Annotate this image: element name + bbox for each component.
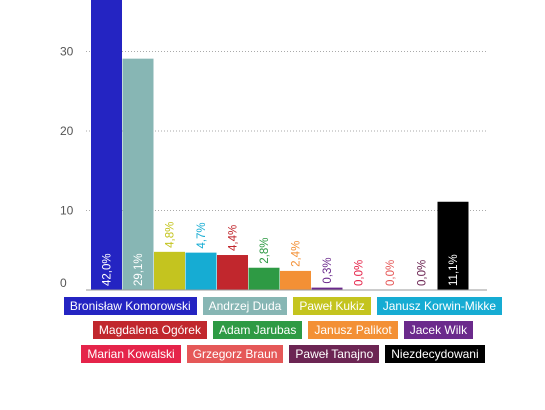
y-axis: 0 10 20 30 — [60, 45, 74, 291]
legend-item: Paweł Tanajno — [288, 344, 381, 364]
legend-item: Janusz Palikot — [307, 320, 399, 340]
y-tick-label: 0 — [60, 276, 67, 290]
y-tick-label: 10 — [60, 204, 74, 218]
legend-item: Grzegorz Braun — [185, 344, 285, 364]
legend-item: Bronisław Komorowski — [62, 296, 198, 316]
bar — [122, 58, 154, 290]
bar — [280, 270, 311, 290]
legend: Bronisław Komorowski Andrzej Duda Paweł Ku… — [60, 296, 506, 364]
y-tick-label: 20 — [60, 124, 74, 138]
legend-item: Adam Jarubas — [211, 320, 304, 340]
bar-value-label: 2,8% — [259, 238, 271, 264]
bar-value-label: 42,0% — [102, 253, 114, 286]
bars — [91, 0, 469, 291]
bar-value-label: 0,0% — [354, 260, 366, 286]
bar-value-label: 0,0% — [417, 260, 429, 286]
bar-value-label: 0,3% — [322, 257, 334, 283]
bar-value-label: 4,7% — [196, 222, 208, 248]
bar — [154, 251, 185, 290]
legend-item: Jacek Wilk — [402, 320, 475, 340]
bar-value-label: 29,1% — [133, 253, 145, 286]
bar-value-label: 0,0% — [385, 260, 397, 286]
bar — [217, 255, 248, 290]
legend-item: Andrzej Duda — [201, 296, 289, 316]
legend-item: Marian Kowalski — [80, 344, 182, 364]
bar — [248, 267, 280, 290]
bar — [437, 201, 469, 290]
bar-value-label: 2,4% — [291, 241, 303, 267]
bar-value-label: 11,1% — [448, 254, 460, 286]
legend-item: Magdalena Ogórek — [91, 320, 208, 340]
legend-item: Niezdecydowani — [384, 344, 486, 364]
legend-item: Janusz Korwin-Mikke — [375, 296, 504, 316]
legend-item: Paweł Kukiz — [292, 296, 372, 316]
bar — [185, 252, 217, 290]
bar — [91, 0, 122, 291]
bar-value-label: 4,8% — [165, 222, 177, 248]
bar — [311, 287, 343, 290]
bar-labels: 42,0% 29,1% 4,8% 4,7% 4,4% 2,8% 2,4% 0,3% 0,0% 0,… — [102, 222, 461, 286]
bar-value-label: 4,4% — [228, 225, 240, 251]
y-tick-label: 30 — [60, 45, 74, 59]
